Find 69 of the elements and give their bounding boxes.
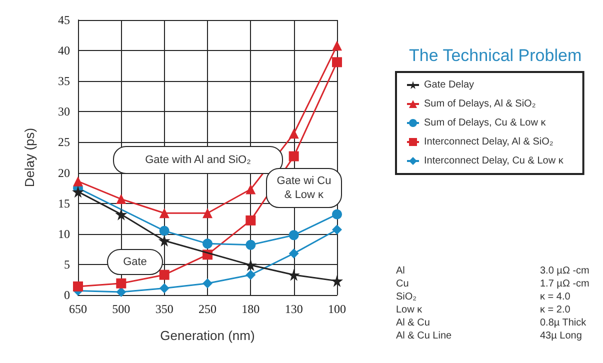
point	[73, 281, 83, 292]
x-tick-label: 650	[69, 302, 87, 316]
x-tick-label: 100	[328, 302, 346, 316]
text: Low κ	[396, 304, 424, 316]
x-tick-label: 350	[155, 302, 174, 316]
point	[288, 268, 300, 281]
point	[246, 240, 256, 250]
y-tick-label: 35	[58, 74, 70, 88]
y-tick-label: 45	[58, 13, 70, 27]
point	[159, 208, 170, 218]
legend-label: Interconnect Delay, Al & SiO₂	[424, 136, 554, 148]
point	[246, 270, 256, 280]
callout-box: Gate	[107, 249, 163, 275]
point	[202, 208, 212, 218]
text: 0.8µ Thick	[540, 318, 588, 328]
point	[115, 208, 128, 220]
text: 3.0 µΩ -cm	[540, 266, 590, 276]
point	[332, 224, 342, 235]
x-axis-title: Generation (nm)	[160, 328, 255, 343]
x-tick-label: 500	[112, 302, 130, 316]
point	[246, 184, 256, 194]
y-tick-label: 15	[58, 196, 70, 210]
point	[73, 176, 83, 186]
legend-label: Sum of Delays, Al & SiO₂	[424, 98, 536, 110]
text: Cu	[396, 278, 409, 290]
y-tick-label: 10	[58, 226, 70, 241]
point	[116, 194, 126, 204]
point	[159, 270, 170, 280]
point	[116, 278, 126, 288]
y-axis-title: Delay (ps)	[22, 128, 37, 188]
point	[116, 286, 126, 297]
text: The Technical Problem	[409, 46, 582, 65]
text: SiO₂	[396, 292, 417, 302]
point	[288, 151, 299, 162]
point	[332, 40, 342, 51]
y-tick-label: 20	[58, 166, 70, 180]
point	[332, 57, 342, 68]
point	[332, 209, 342, 220]
point	[246, 215, 256, 226]
text: Al & Cu Line	[396, 330, 452, 342]
text: κ = 4.0	[540, 292, 571, 302]
point	[288, 230, 299, 240]
legend-label: Gate Delay	[424, 80, 474, 90]
x-tick-label: 180	[242, 302, 260, 316]
point	[202, 238, 212, 249]
point	[202, 278, 212, 288]
point	[288, 248, 299, 258]
text: Al	[396, 266, 405, 276]
point	[159, 226, 170, 236]
point	[159, 283, 170, 294]
y-tick-label: 40	[58, 44, 70, 58]
point	[331, 274, 343, 287]
point	[72, 186, 84, 198]
y-tick-label: 5	[64, 257, 70, 272]
y-tick-label: 30	[58, 104, 70, 119]
text: Al & Cu	[396, 318, 430, 328]
x-tick-label: 250	[198, 302, 216, 316]
text: κ = 2.0	[540, 304, 571, 316]
text: 43µ Long	[540, 330, 582, 342]
point	[288, 128, 299, 139]
callout-box: Gate wi Cu & Low κ	[266, 168, 342, 208]
y-tick-label: 0	[64, 288, 70, 302]
legend-label: Sum of Delays, Cu & Low κ	[424, 118, 547, 128]
point	[158, 234, 170, 247]
callout-box: Gate with Al and SiO₂	[113, 146, 283, 174]
y-tick-label: 25	[58, 135, 70, 150]
legend-label: Interconnect Delay, Cu & Low κ	[424, 156, 564, 166]
x-tick-label: 130	[284, 302, 303, 316]
text: 1.7 µΩ -cm	[540, 278, 590, 290]
